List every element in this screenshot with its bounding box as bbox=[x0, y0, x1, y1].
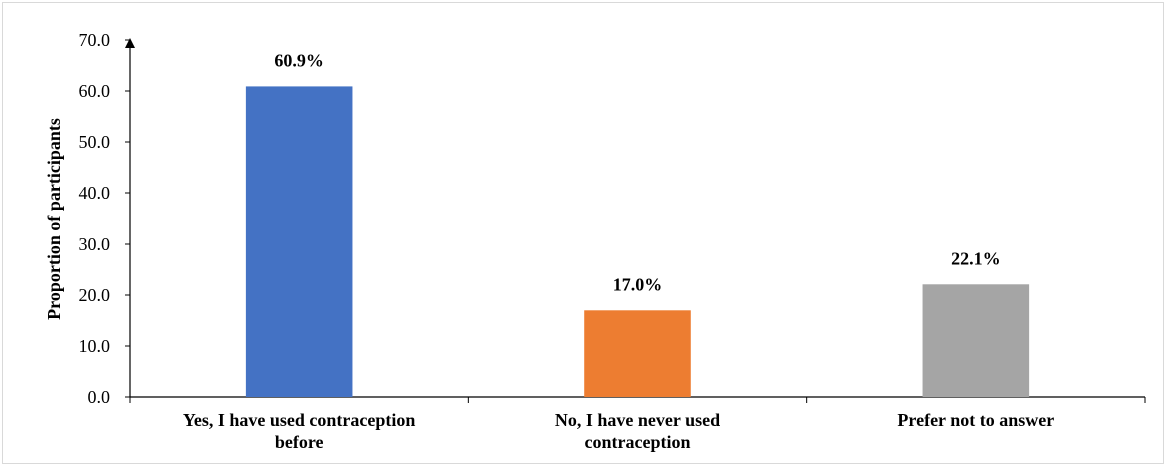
y-tick-label: 0.0 bbox=[88, 387, 111, 407]
x-category-label: Yes, I have used contraception before bbox=[183, 410, 416, 452]
y-tick-label: 70.0 bbox=[79, 30, 111, 50]
bars bbox=[245, 86, 1030, 397]
bar bbox=[922, 284, 1030, 397]
bar-value-label: 22.1% bbox=[951, 248, 1001, 268]
x-category-label-line: No, I have never used bbox=[555, 410, 720, 430]
x-category-label-line: Yes, I have used contraception bbox=[183, 410, 416, 430]
y-axis: 0.0 10.0 20.0 30.0 40.0 50.0 60.0 70.0 bbox=[79, 30, 135, 407]
x-category-label-line: Prefer not to answer bbox=[897, 410, 1054, 430]
bar-value-label: 60.9% bbox=[274, 50, 324, 70]
y-tick-label: 30.0 bbox=[79, 234, 111, 254]
data-labels: 60.9% 17.0% 22.1% bbox=[274, 50, 1000, 294]
x-category-label-line: contraception bbox=[585, 432, 691, 452]
y-tick-label: 60.0 bbox=[79, 81, 111, 101]
y-axis-title: Proportion of participants bbox=[44, 118, 64, 320]
x-category-label: No, I have never used contraception bbox=[555, 410, 720, 452]
x-category-label-line: before bbox=[275, 432, 324, 452]
y-axis-arrow-icon bbox=[125, 38, 135, 48]
x-axis: Yes, I have used contraception before No, … bbox=[129, 396, 1146, 452]
y-tick-label: 20.0 bbox=[79, 285, 111, 305]
x-category-label: Prefer not to answer bbox=[897, 410, 1054, 430]
bar bbox=[584, 310, 691, 397]
y-tick-label: 50.0 bbox=[79, 132, 111, 152]
y-tick-label: 40.0 bbox=[79, 183, 111, 203]
bar-value-label: 17.0% bbox=[613, 274, 663, 294]
bar bbox=[245, 86, 353, 397]
y-tick-label: 10.0 bbox=[79, 336, 111, 356]
